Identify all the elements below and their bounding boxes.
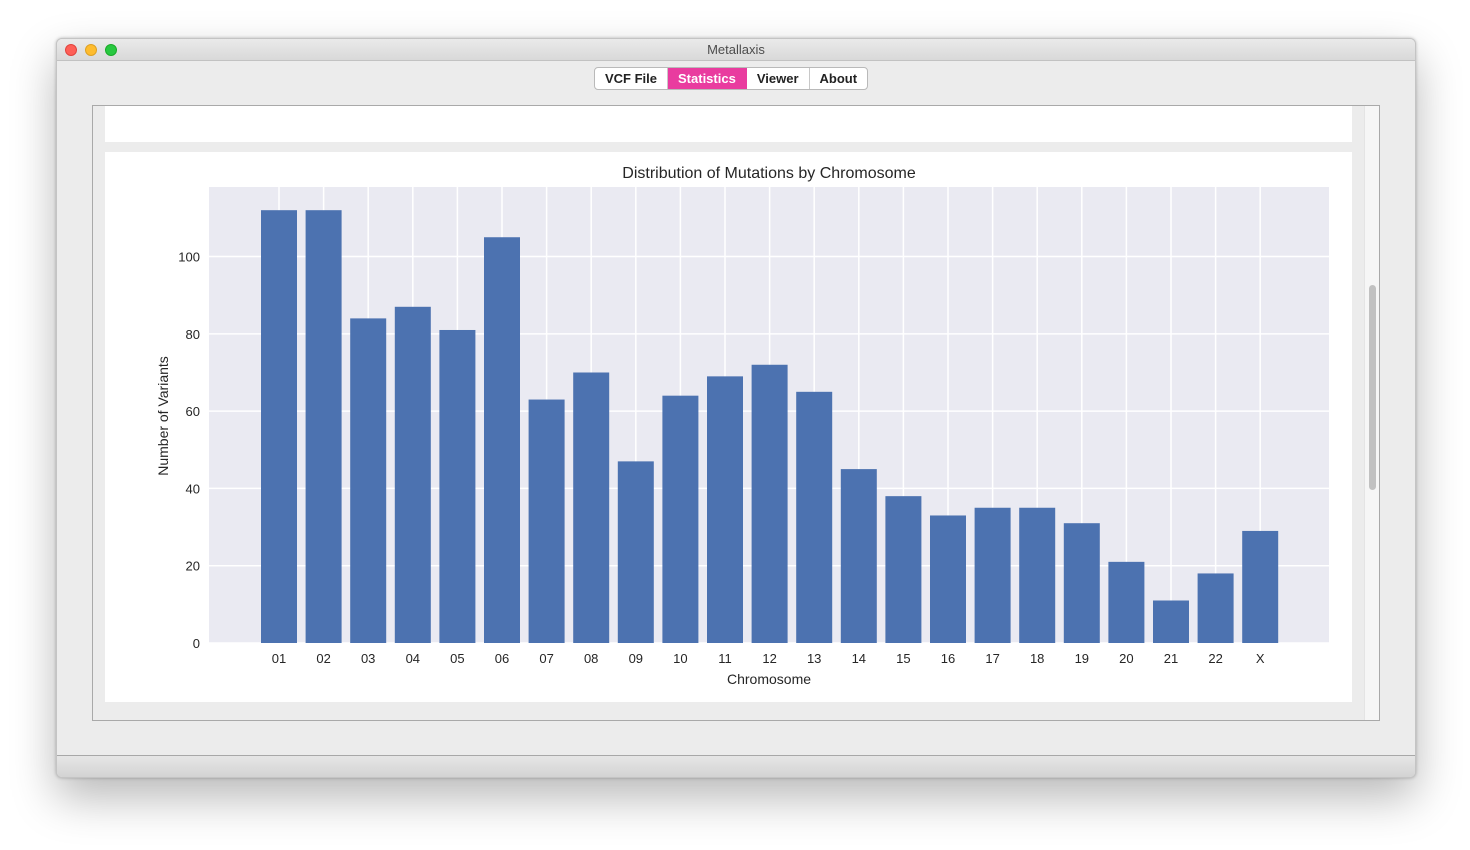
bar-chr-11 xyxy=(707,376,743,643)
bar-chr-X xyxy=(1242,530,1279,643)
x-tick-label: 14 xyxy=(852,651,866,666)
tab-viewer[interactable]: Viewer xyxy=(747,68,810,89)
vertical-scrollbar[interactable] xyxy=(1364,106,1379,720)
x-tick-label: 16 xyxy=(941,651,955,666)
scrollbar-thumb[interactable] xyxy=(1369,285,1376,490)
y-tick-label: 80 xyxy=(186,327,200,342)
previous-chart-figure xyxy=(105,106,1352,142)
x-tick-label: 11 xyxy=(718,651,732,666)
statistics-scroll-area: 0 20 40 60 80 100 01 02 03 04 05 06 07 08 09 10 11 12 13 1… xyxy=(92,105,1380,721)
y-tick-label: 100 xyxy=(178,250,200,265)
bottom-bar xyxy=(57,755,1415,777)
bar-chr-02 xyxy=(305,210,342,643)
y-tick-label: 20 xyxy=(186,559,200,574)
x-tick-label: 21 xyxy=(1164,651,1178,666)
x-tick-labels: 01 02 03 04 05 06 07 08 09 10 11 12 13 14 15 16 17 18 19 20… xyxy=(272,651,1265,666)
tab-vcf-file[interactable]: VCF File xyxy=(595,68,669,89)
bar-chr-04 xyxy=(394,306,431,643)
y-tick-labels: 0 20 40 60 80 100 xyxy=(178,250,200,651)
x-tick-label: 22 xyxy=(1208,651,1222,666)
tab-about[interactable]: About xyxy=(819,71,858,86)
y-tick-label: 40 xyxy=(186,481,200,496)
bar-chr-22 xyxy=(1197,573,1234,643)
bar-chr-14 xyxy=(840,469,877,643)
x-tick-label: 03 xyxy=(361,651,375,666)
bar-chr-13 xyxy=(796,391,833,643)
x-tick-label: 07 xyxy=(539,651,553,666)
bar-chr-01 xyxy=(261,210,297,643)
app-window: Metallaxis VCF File Statistics Viewer Ab… xyxy=(56,38,1416,778)
x-tick-label: 18 xyxy=(1030,651,1044,666)
chart-title: Distribution of Mutations by Chromosome xyxy=(622,165,916,182)
x-tick-label: 08 xyxy=(584,651,598,666)
bar-chr-17 xyxy=(974,507,1011,643)
bar-chr-18 xyxy=(1019,507,1056,643)
tab-statistics[interactable]: Statistics xyxy=(668,68,747,89)
y-axis-label: Number of Variants xyxy=(155,356,171,476)
x-tick-label: 15 xyxy=(896,651,910,666)
chromosome-bar-chart: 0 20 40 60 80 100 01 02 03 04 05 06 07 08 09 10 11 12 13 1… xyxy=(155,165,1329,687)
x-tick-label: 05 xyxy=(450,651,464,666)
bar-chr-06 xyxy=(484,237,520,643)
bar-chr-05 xyxy=(439,329,476,643)
title-bar: Metallaxis xyxy=(57,39,1415,61)
tab-bar: VCF File Statistics Viewer About xyxy=(594,67,869,90)
x-tick-label: 19 xyxy=(1075,651,1089,666)
bar-chr-16 xyxy=(930,515,966,643)
x-tick-label: X xyxy=(1256,651,1265,666)
x-tick-label: 02 xyxy=(316,651,330,666)
bar-chr-07 xyxy=(528,399,565,643)
bar-chr-21 xyxy=(1153,600,1189,643)
bar-chr-03 xyxy=(350,318,387,643)
close-window-button[interactable] xyxy=(65,44,77,56)
window-title: Metallaxis xyxy=(707,42,765,57)
minimize-window-button[interactable] xyxy=(85,44,97,56)
bar-chr-09 xyxy=(617,461,654,643)
bar-chr-15 xyxy=(885,496,922,643)
y-tick-label: 60 xyxy=(186,404,200,419)
y-tick-label: 0 xyxy=(193,636,200,651)
chart-figure: 0 20 40 60 80 100 01 02 03 04 05 06 07 08 09 10 11 12 13 1… xyxy=(105,152,1352,702)
bar-chr-12 xyxy=(751,364,788,643)
bar-chr-20 xyxy=(1108,561,1145,643)
x-tick-label: 04 xyxy=(406,651,420,666)
bar-chr-08 xyxy=(573,372,610,643)
x-tick-label: 20 xyxy=(1119,651,1133,666)
bar-chr-10 xyxy=(662,395,699,643)
x-tick-label: 13 xyxy=(807,651,821,666)
x-tick-label: 01 xyxy=(272,651,286,666)
x-tick-label: 09 xyxy=(629,651,643,666)
x-tick-label: 17 xyxy=(985,651,999,666)
x-tick-label: 06 xyxy=(495,651,509,666)
bar-chr-19 xyxy=(1063,523,1100,643)
bars xyxy=(261,210,1279,643)
x-tick-label: 10 xyxy=(673,651,687,666)
x-tick-label: 12 xyxy=(762,651,776,666)
x-axis-label: Chromosome xyxy=(727,671,811,687)
zoom-window-button[interactable] xyxy=(105,44,117,56)
